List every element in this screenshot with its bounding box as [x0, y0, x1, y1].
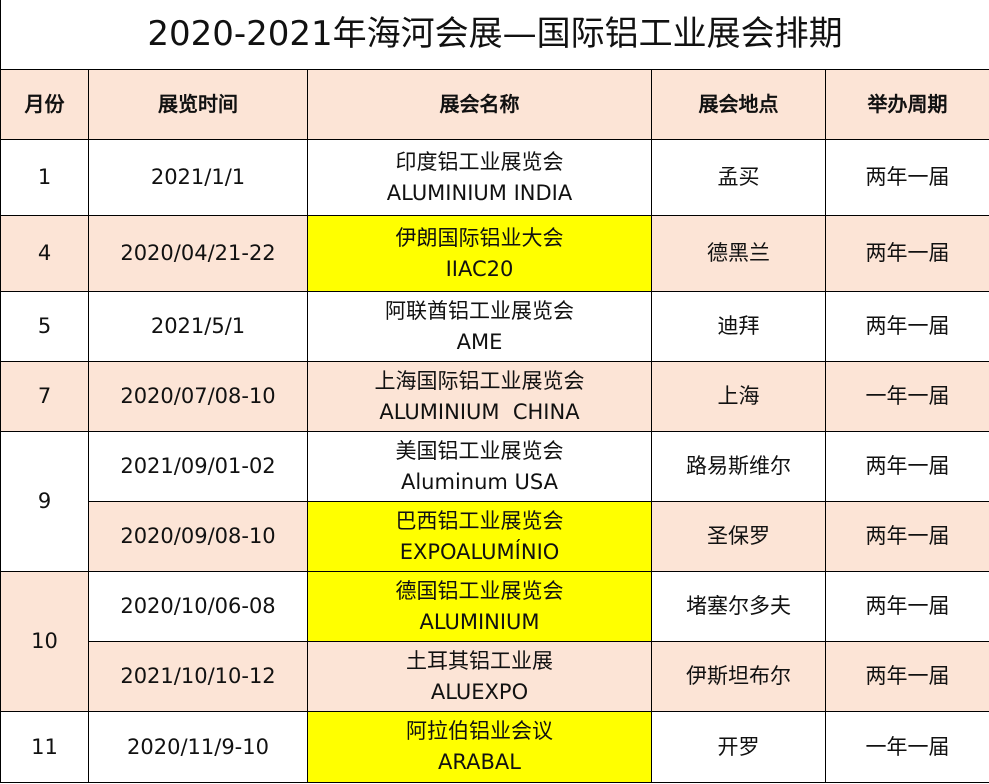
- name-cn: 阿联酋铝工业展览会: [385, 298, 574, 323]
- cell-cycle: 一年一届: [825, 361, 989, 432]
- cell-name: 阿拉伯铝业会议 ARABAL: [307, 711, 652, 783]
- cell-place: 开罗: [651, 711, 826, 783]
- name-en: IIAC20: [445, 256, 514, 281]
- header-name: 展会名称: [307, 69, 652, 140]
- cell-name: 德国铝工业展览会 ALUMINIUM: [307, 571, 652, 642]
- cell-cycle: 两年一届: [825, 641, 989, 712]
- cell-name: 美国铝工业展览会 Aluminum USA: [307, 431, 652, 502]
- cell-date: 2021/10/10-12: [88, 641, 308, 712]
- name-cn: 阿拉伯铝业会议: [406, 719, 553, 743]
- cell-month: 7: [0, 361, 89, 432]
- name-en: AME: [456, 329, 503, 354]
- cell-month: 11: [0, 711, 89, 783]
- cell-cycle: 一年一届: [825, 711, 989, 783]
- cell-date: 2020/09/08-10: [88, 501, 308, 572]
- table-row: 11 2020/11/9-10 阿拉伯铝业会议 ARABAL 开罗 一年一届: [0, 711, 989, 783]
- cell-cycle: 两年一届: [825, 431, 989, 502]
- name-en: EXPOALUMÍNIO: [399, 539, 560, 564]
- cell-place: 迪拜: [651, 291, 826, 362]
- cell-month: 9: [0, 431, 89, 572]
- cell-place: 堵塞尔多夫: [651, 571, 826, 642]
- cell-cycle: 两年一届: [825, 215, 989, 292]
- cell-name: 印度铝工业展览会 ALUMINIUM INDIA: [307, 139, 652, 216]
- cell-date: 2020/04/21-22: [88, 215, 308, 292]
- cell-name: 上海国际铝工业展览会 ALUMINIUM CHINA: [307, 361, 652, 432]
- cell-name: 伊朗国际铝业大会 IIAC20: [307, 215, 652, 292]
- table-title: 2020-2021年海河会展—国际铝工业展会排期: [0, 0, 989, 70]
- cell-place: 德黑兰: [651, 215, 826, 292]
- table-row: 9 2021/09/01-02 美国铝工业展览会 Aluminum USA 路易斯维尔两…: [0, 431, 989, 572]
- cell-date: 2020/10/06-08: [88, 571, 308, 642]
- table-row: 7 2020/07/08-10 上海国际铝工业展览会 ALUMINIUM CHINA 上…: [0, 361, 989, 432]
- header-place: 展会地点: [651, 69, 826, 140]
- cell-month: 5: [0, 291, 89, 362]
- cell-place: 上海: [651, 361, 826, 432]
- name-en: ALUMINIUM CHINA: [379, 399, 580, 424]
- cell-place: 路易斯维尔: [651, 431, 826, 502]
- table-row: 5 2021/5/1 阿联酋铝工业展览会 AME 迪拜 两年一届: [0, 291, 989, 362]
- cell-cycle: 两年一届: [825, 291, 989, 362]
- cell-place: 孟买: [651, 139, 826, 216]
- name-en: ALUMINIUM INDIA: [386, 180, 573, 205]
- name-cn: 上海国际铝工业展览会: [374, 368, 585, 393]
- cell-cycle: 两年一届: [825, 501, 989, 572]
- table-row: 1 2021/1/1 印度铝工业展览会 ALUMINIUM INDIA 孟买 两年一届: [0, 139, 989, 216]
- name-cn: 印度铝工业展览会: [395, 149, 564, 174]
- name-cn: 土耳其铝工业展: [406, 648, 553, 673]
- header-month: 月份: [0, 69, 89, 140]
- header-date: 展览时间: [88, 69, 308, 140]
- cell-date: 2021/1/1: [88, 139, 308, 216]
- name-en: ALUEXPO: [430, 679, 529, 704]
- cell-date: 2021/5/1: [88, 291, 308, 362]
- name-cn: 伊朗国际铝业大会: [395, 225, 564, 250]
- name-en: ALUMINIUM: [419, 609, 540, 634]
- name-en: ARABAL: [438, 750, 521, 774]
- cell-date: 2020/11/9-10: [88, 711, 308, 783]
- cell-name: 土耳其铝工业展 ALUEXPO: [307, 641, 652, 712]
- name-cn: 德国铝工业展览会: [395, 578, 564, 603]
- name-en: Aluminum USA: [400, 469, 558, 494]
- name-cn: 美国铝工业展览会: [395, 438, 564, 463]
- cell-month: 1: [0, 139, 89, 216]
- cell-date: 2020/07/08-10: [88, 361, 308, 432]
- table-row: 4 2020/04/21-22 伊朗国际铝业大会 IIAC20 德黑兰 两年一届: [0, 215, 989, 292]
- cell-month: 4: [0, 215, 89, 292]
- cell-cycle: 两年一届: [825, 571, 989, 642]
- name-cn: 巴西铝工业展览会: [395, 508, 564, 533]
- cell-name: 巴西铝工业展览会 EXPOALUMÍNIO: [307, 501, 652, 572]
- cell-month: 10: [0, 571, 89, 712]
- table-row: 2021/10/10-12 土耳其铝工业展 ALUEXPO 伊斯坦布尔 两年一届: [1, 641, 989, 712]
- cell-place: 伊斯坦布尔: [651, 641, 826, 712]
- table-row: 2020/09/08-10 巴西铝工业展览会 EXPOALUMÍNIO 圣保罗 两年一届: [1, 501, 989, 572]
- cell-place: 圣保罗: [651, 501, 826, 572]
- table-row: 10 2020/10/06-08 德国铝工业展览会 ALUMINIUM 堵塞尔多夫 两年一…: [0, 571, 989, 712]
- cell-date: 2021/09/01-02: [88, 431, 308, 502]
- cell-name: 阿联酋铝工业展览会 AME: [307, 291, 652, 362]
- cell-cycle: 两年一届: [825, 139, 989, 216]
- header-cycle: 举办周期: [825, 69, 989, 140]
